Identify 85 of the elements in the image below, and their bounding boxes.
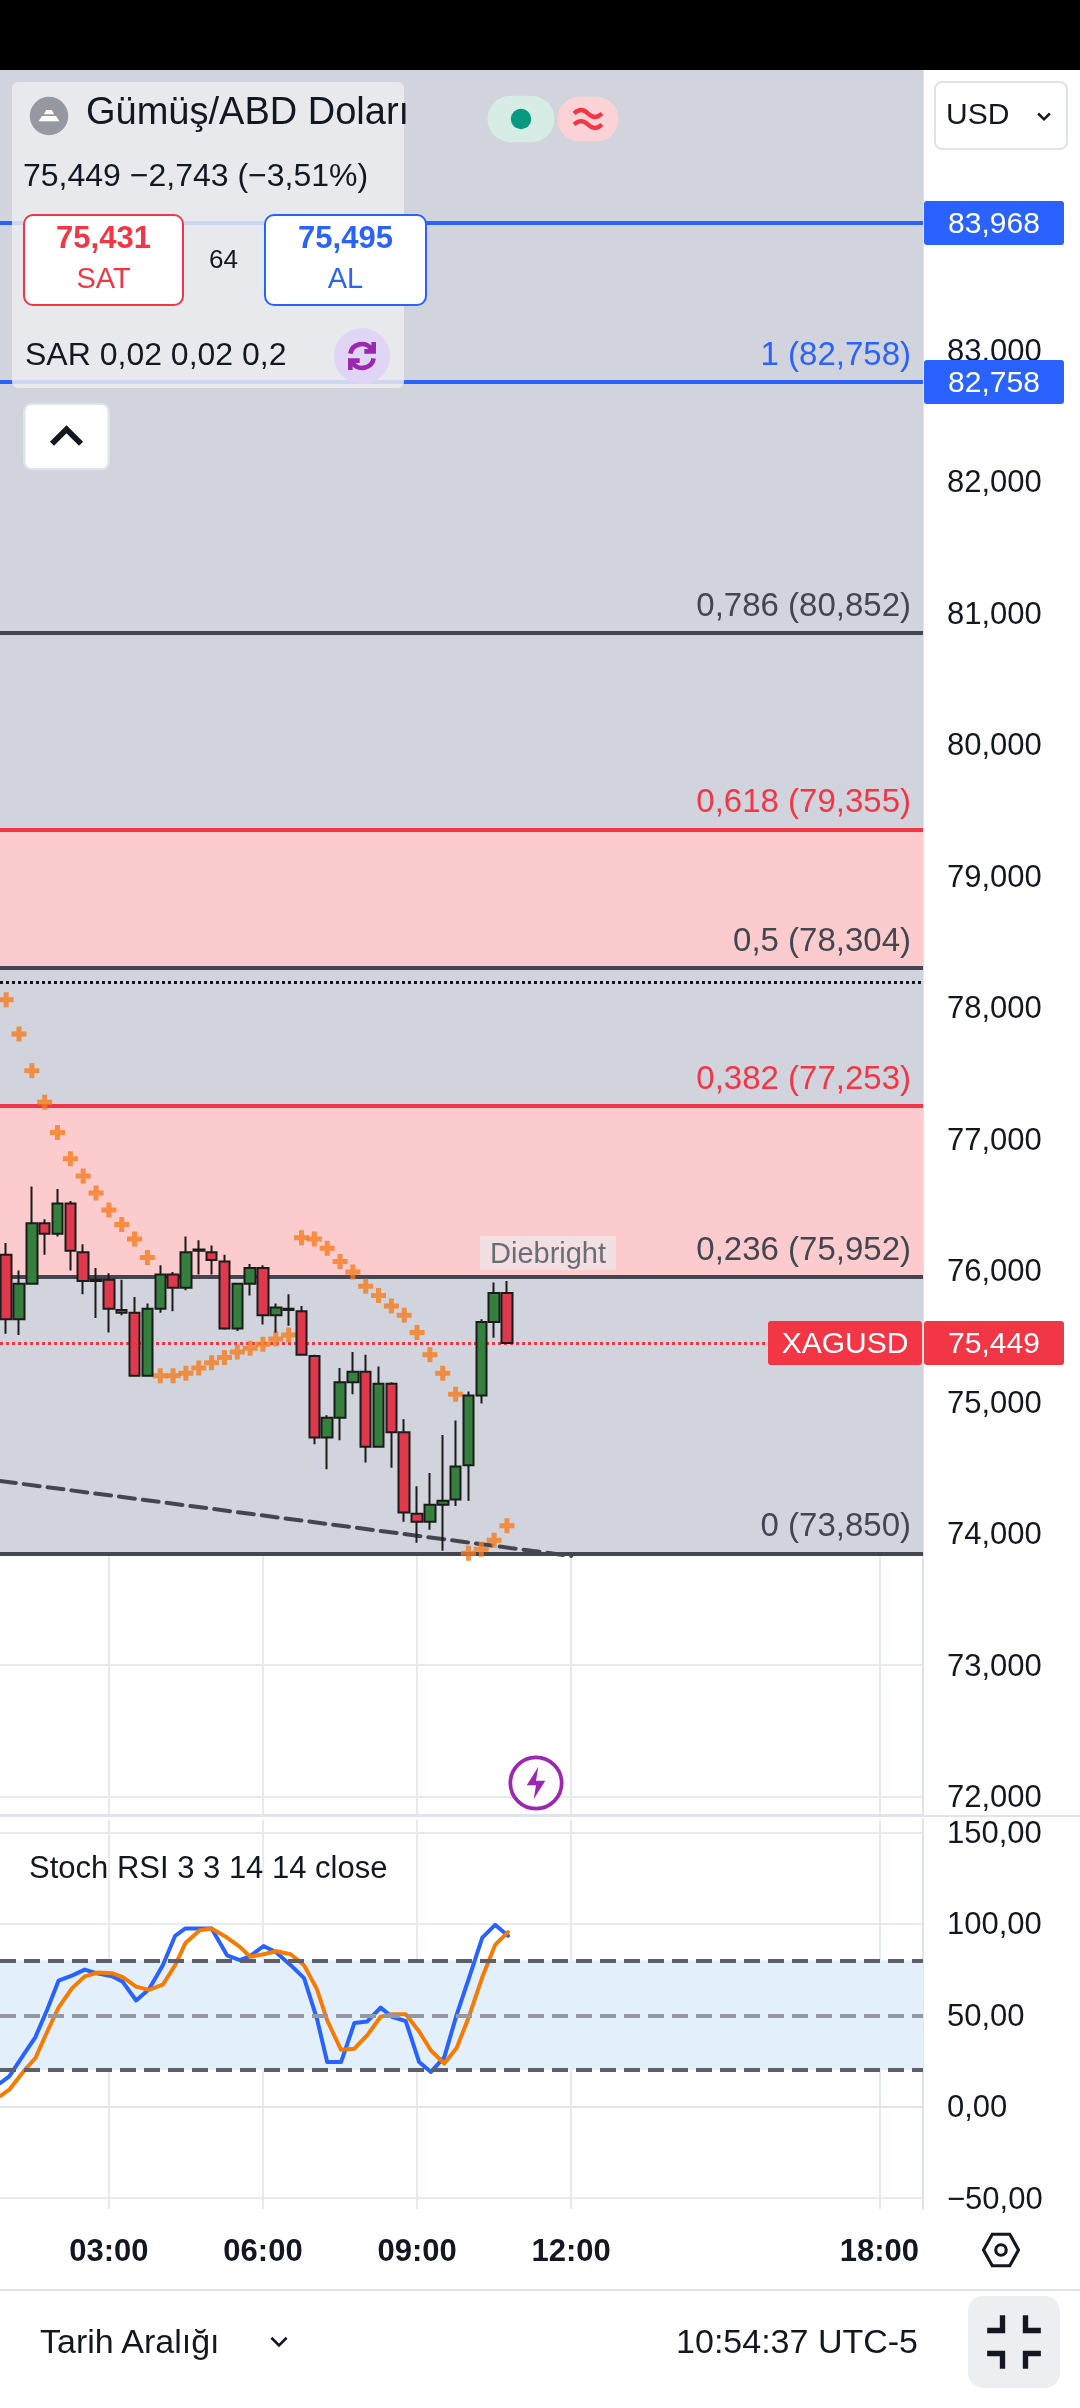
ref-line-label: 0,5 (78,304) [733,920,911,958]
point [114,1217,130,1233]
annotation: Diebright [480,1236,617,1270]
y-tick-label: 150,00 [947,1815,1042,1850]
point [191,1360,207,1376]
point [435,1365,451,1381]
point [62,1151,78,1167]
point [486,1532,502,1548]
point [88,1185,104,1201]
y-tick-label: 50,00 [947,1997,1025,2033]
text: 75,449 [924,1321,1064,1366]
y-tick-label: 72,000 [947,1779,1042,1815]
y-tick-label: 81,000 [947,595,1042,631]
point [0,992,14,1008]
point [24,1063,40,1079]
y-tick-label: 76,000 [947,1253,1042,1289]
point [396,1307,412,1323]
ref-line-label: 0,786 (80,852) [696,585,911,623]
text: 82,758 [924,359,1064,404]
x-tick-label: 18:00 [839,2233,919,2268]
point [499,1518,515,1534]
point [165,1368,181,1384]
point [358,1278,374,1294]
y-tick-label: 73,000 [947,1647,1042,1683]
point [101,1202,117,1218]
point [460,1545,476,1561]
point [11,1026,27,1042]
point [75,1168,91,1184]
text: 83,968 [924,200,1064,245]
ref-line-label: 0,618 (79,355) [696,782,911,820]
x-tick-label: 03:00 [69,2233,149,2268]
x-tick-label: 06:00 [223,2233,303,2268]
point [473,1541,489,1557]
y-tick-label: 100,00 [947,1906,1042,1942]
point [409,1324,425,1340]
point [319,1240,335,1256]
point [422,1347,438,1363]
ref-line-label: 0,382 (77,253) [696,1058,911,1096]
text: USD [946,97,1010,131]
candlestick [449,1419,462,1507]
y-tick-label: 80,000 [947,727,1042,763]
annotation: AL [326,262,365,295]
point [306,1231,322,1247]
y-tick-label: −50,00 [947,2180,1043,2216]
annotation: 75,431 [55,220,152,256]
annotation: 64 [209,244,238,275]
text: 10:54:37 UTC-5 [675,2322,918,2361]
point [255,1336,271,1352]
ref-line-label: 1 (82,758) [760,334,911,372]
annotation: SAT [75,262,132,295]
point [294,1230,309,1246]
y-tick-label: 0,00 [947,2089,1008,2125]
point [229,1344,245,1360]
point [332,1253,348,1269]
point [216,1349,232,1365]
text: 75,449 −2,743 (−3,51%) [23,157,369,194]
point [371,1288,387,1304]
point [345,1264,361,1280]
y-tick-label: 77,000 [947,1121,1042,1157]
y-tick-label: 78,000 [947,990,1042,1026]
annotation: SAR 0,02 0,02 0,2 [25,336,287,373]
point [127,1231,143,1247]
text: Stoch RSI 3 3 14 14 close [29,1850,388,1885]
point [178,1365,194,1381]
annotation: 75,495 [297,220,394,256]
ref-line-label: 0 (73,850) [760,1506,911,1544]
x-tick-label: 09:00 [377,2233,457,2268]
y-tick-label: 82,000 [947,464,1042,500]
ref-line-label: 0,236 (75,952) [696,1229,911,1267]
y-tick-label: 74,000 [947,1516,1042,1552]
point [242,1340,258,1356]
point [383,1298,399,1314]
point [50,1125,66,1141]
point [268,1331,284,1347]
point [281,1327,297,1343]
point [37,1094,53,1110]
y-tick-label: 75,000 [947,1384,1042,1420]
annotation: XAGUSD [768,1321,922,1366]
y-tick-label: 79,000 [947,858,1042,894]
x-tick-label: 12:00 [531,2233,611,2268]
point [139,1249,155,1265]
text: Gümüş/ABD Doları [86,90,410,133]
text: Tarih Aralığı [40,2322,220,2361]
point [204,1355,220,1371]
point [448,1386,464,1402]
